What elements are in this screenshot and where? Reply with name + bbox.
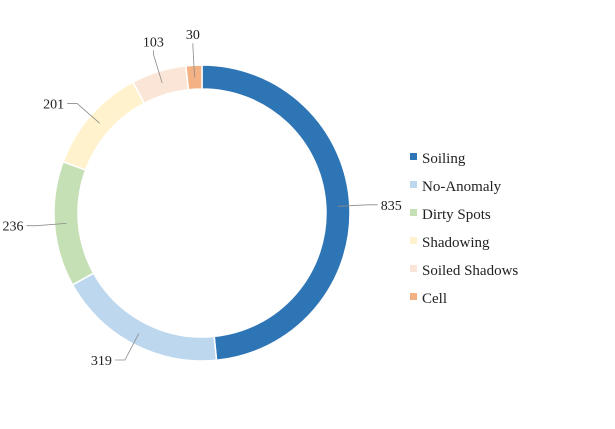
legend-swatch-dirty-spots (410, 209, 417, 216)
leader-line-soiled-shadows (153, 50, 163, 84)
legend: Soiling No-Anomaly Dirty Spots Shadowing Soi… (410, 151, 518, 307)
donut-slices (53, 64, 351, 362)
legend-swatch-cell (410, 293, 417, 300)
legend-label-no-anomaly: No-Anomaly (422, 179, 502, 195)
data-label-soiled-shadows: 103 (143, 35, 164, 50)
leader-line-cell (192, 43, 195, 78)
data-label-cell: 30 (186, 28, 200, 43)
leader-line-no-anomaly (114, 333, 140, 361)
slice-shadowing (62, 81, 146, 172)
legend-label-shadowing: Shadowing (422, 235, 490, 251)
leader-line-shadowing (67, 103, 100, 124)
legend-swatch-soiled-shadows (410, 265, 417, 272)
legend-label-soiled-shadows: Soiled Shadows (422, 263, 518, 279)
data-label-no-anomaly: 319 (91, 354, 112, 369)
leader-lines (26, 43, 378, 361)
legend-swatch-soiling (410, 153, 417, 160)
slice-soiling (201, 64, 351, 362)
slice-cell (185, 64, 203, 91)
slice-no-anomaly (71, 272, 218, 362)
data-label-shadowing: 201 (43, 98, 64, 113)
data-labels: 835 319 236 201 103 30 (2, 28, 401, 369)
data-label-dirty-spots: 236 (2, 220, 23, 235)
data-label-soiling: 835 (381, 199, 402, 214)
leader-line-soiling (337, 204, 378, 207)
legend-label-cell: Cell (422, 291, 447, 307)
slice-soiled-shadows (132, 65, 190, 105)
legend-swatch-no-anomaly (410, 181, 417, 188)
legend-label-dirty-spots: Dirty Spots (422, 207, 491, 223)
legend-label-soiling: Soiling (422, 151, 466, 167)
leader-line-dirty-spots (26, 222, 67, 227)
legend-swatch-shadowing (410, 237, 417, 244)
slice-dirty-spots (53, 160, 95, 286)
